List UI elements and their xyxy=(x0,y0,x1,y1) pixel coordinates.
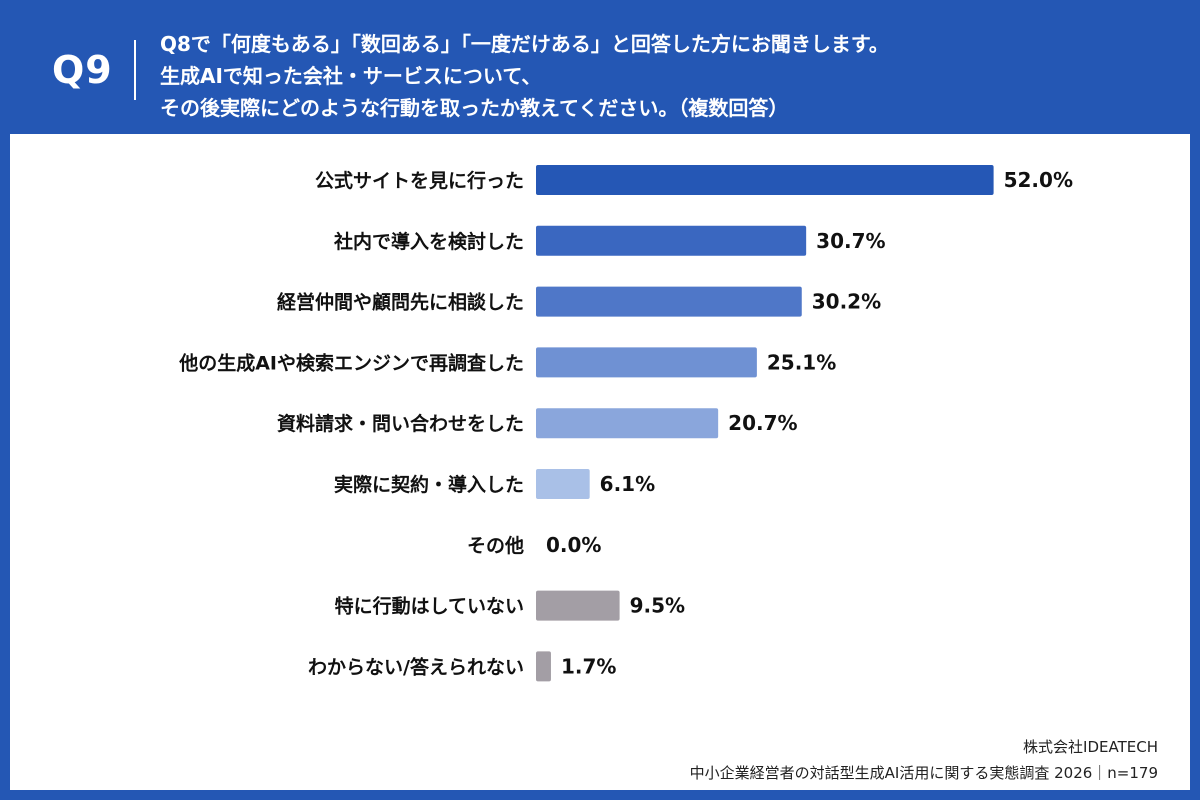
category-label: 特に行動はしていない xyxy=(335,595,524,618)
bar xyxy=(536,651,551,682)
bar xyxy=(536,469,590,499)
value-label: 20.7% xyxy=(728,411,797,435)
value-label: 6.1% xyxy=(600,472,655,496)
value-label: 52.0% xyxy=(1004,168,1073,192)
value-label: 25.1% xyxy=(767,350,836,374)
category-label: 社内で導入を検討した xyxy=(333,230,524,253)
category-label: わからない/答えられない xyxy=(308,655,524,678)
bar xyxy=(536,347,757,378)
header: Q9 Q8で「何度もある」「数回ある」「一度だけある」と回答した方にお聞きします… xyxy=(0,0,1200,134)
bar xyxy=(536,286,802,317)
category-label: 資料請求・問い合わせをした xyxy=(277,412,524,435)
footer: 株式会社IDEATECH 中小企業経営者の対話型生成AI活用に関する実態調査 2… xyxy=(690,734,1158,786)
bar xyxy=(536,165,994,195)
footer-survey: 中小企業経営者の対話型生成AI活用に関する実態調査 2026｜n=179 xyxy=(689,764,1158,782)
category-label: 他の生成AIや検索エンジンで再調査した xyxy=(178,351,524,374)
question-line-3: その後実際にどのような行動を取ったか教えてください。（複数回答） xyxy=(160,96,789,120)
bar xyxy=(536,408,719,439)
category-label: その他 xyxy=(467,534,524,557)
footer-company: 株式会社IDEATECH xyxy=(1023,738,1158,756)
value-label: 0.0% xyxy=(546,533,601,557)
value-label: 30.7% xyxy=(816,229,885,253)
question-number: Q9 xyxy=(52,48,113,92)
question-line-1: Q8で「何度もある」「数回ある」「一度だけある」と回答した方にお聞きします。 xyxy=(160,32,889,56)
value-label: 9.5% xyxy=(630,594,685,618)
category-label: 経営仲間や顧問先に相談した xyxy=(277,291,524,314)
value-label: 1.7% xyxy=(561,654,616,678)
question-line-2: 生成AIで知った会社・サービスについて、 xyxy=(160,64,542,88)
chart-panel: 公式サイトを見に行った 52.0% 社内で導入を検討した 30.7% 経営仲間や顧問先に… xyxy=(10,134,1190,790)
bar-chart: 公式サイトを見に行った 52.0% 社内で導入を検討した 30.7% 経営仲間や顧問先に… xyxy=(178,165,1073,682)
bar xyxy=(536,225,807,256)
category-label: 実際に契約・導入した xyxy=(334,473,524,496)
bar xyxy=(536,590,620,621)
value-label: 30.2% xyxy=(812,290,881,314)
question-text: Q8で「何度もある」「数回ある」「一度だけある」と回答した方にお聞きします。 生… xyxy=(160,28,889,124)
header-divider xyxy=(134,40,136,100)
category-label: 公式サイトを見に行った xyxy=(315,169,524,192)
